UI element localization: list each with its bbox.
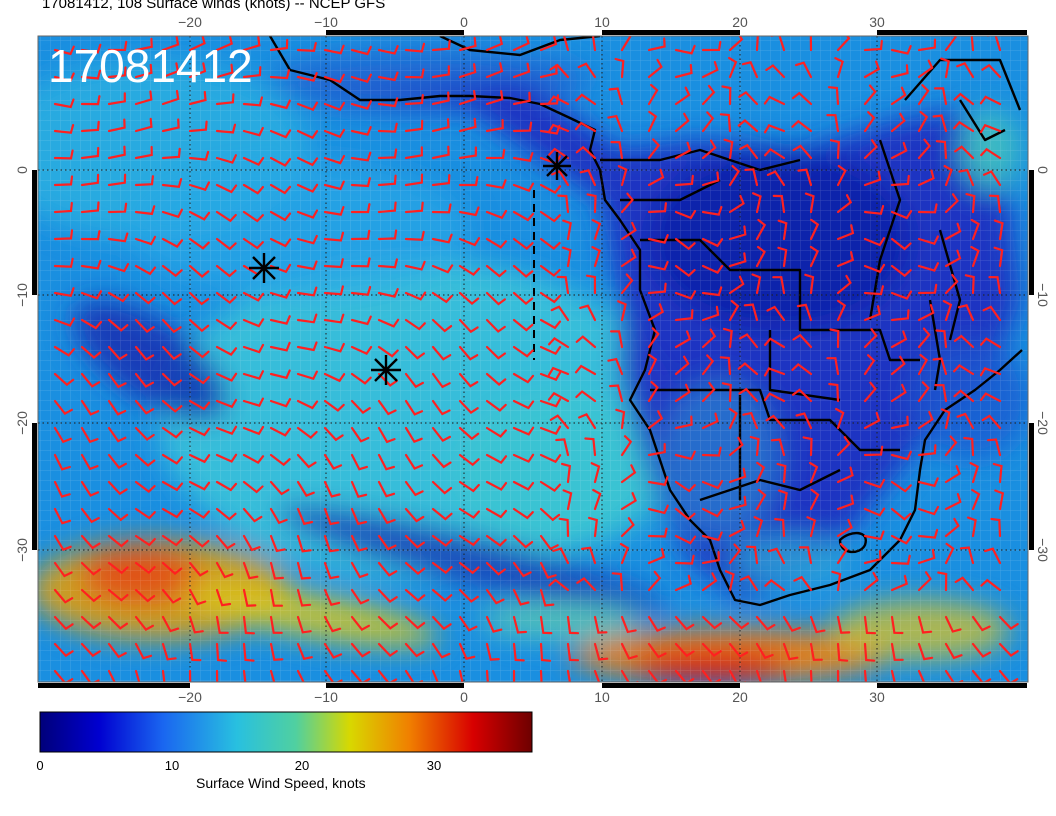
tick-label: 10 — [594, 689, 610, 705]
tick-label: −30 — [14, 538, 30, 562]
storm-marker-icon — [249, 253, 279, 283]
tick-label: 20 — [732, 689, 748, 705]
map-field — [38, 36, 1028, 682]
tick-label: 20 — [732, 14, 748, 30]
tick-label: −10 — [314, 689, 338, 705]
colorbar-tick: 10 — [164, 758, 180, 773]
wind-barbs — [53, 36, 1019, 682]
storm-marker-icon — [543, 152, 571, 180]
tick-label: −10 — [14, 283, 30, 307]
tick-label: −10 — [1035, 283, 1051, 307]
tick-label: 0 — [1035, 166, 1051, 174]
tick-label: 30 — [869, 14, 885, 30]
colorbar-tick: 20 — [294, 758, 310, 773]
tick-label: −20 — [178, 689, 202, 705]
lon-bottom-ticks: −20 −10 0 10 20 30 — [178, 689, 885, 705]
tick-label: 0 — [460, 14, 468, 30]
page-title: 17081412, 108 Surface winds (knots) -- N… — [42, 0, 386, 12]
lat-left-ticks: 0 −10 −20 −30 — [14, 166, 30, 562]
colorbar-tick: 30 — [426, 758, 442, 773]
colorbar-tick: 0 — [36, 758, 44, 773]
colorbar-ticks: 0 10 20 30 — [0, 758, 1056, 778]
tick-label: −30 — [1035, 538, 1051, 562]
tick-label: 30 — [869, 689, 885, 705]
lon-top-ticks: −20 −10 0 10 20 30 — [178, 14, 885, 30]
axis-bars — [32, 30, 1034, 688]
storm-markers — [249, 152, 571, 385]
tick-label: 0 — [460, 689, 468, 705]
map-frame — [37, 35, 1029, 683]
lat-right-ticks: 0 −10 −20 −30 — [1035, 166, 1051, 562]
run-stamp: 17081412 — [48, 40, 253, 92]
colorbar-label: Surface Wind Speed, knots — [196, 775, 366, 791]
tick-label: −20 — [178, 14, 202, 30]
tick-label: 10 — [594, 14, 610, 30]
tick-label: −20 — [14, 411, 30, 435]
tick-label: 0 — [14, 166, 30, 174]
tick-label: −10 — [314, 14, 338, 30]
colorbar — [39, 711, 533, 753]
storm-marker-icon — [371, 355, 401, 385]
tick-label: −20 — [1035, 411, 1051, 435]
